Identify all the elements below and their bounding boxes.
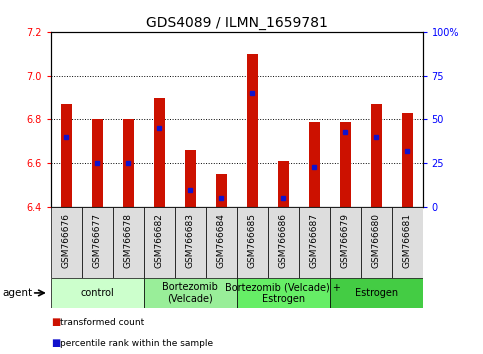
Bar <box>154 98 165 207</box>
Text: GSM766685: GSM766685 <box>248 213 256 268</box>
Text: GSM766681: GSM766681 <box>403 213 412 268</box>
Text: GDS4089 / ILMN_1659781: GDS4089 / ILMN_1659781 <box>146 16 327 30</box>
Bar <box>309 122 320 207</box>
Bar <box>216 174 227 207</box>
Text: agent: agent <box>2 288 32 298</box>
Bar <box>237 278 330 308</box>
Text: GSM766677: GSM766677 <box>93 213 102 268</box>
Bar <box>278 161 288 207</box>
Text: GSM766683: GSM766683 <box>185 213 195 268</box>
Text: GSM766676: GSM766676 <box>62 213 71 268</box>
Text: GSM766684: GSM766684 <box>217 213 226 268</box>
Bar <box>185 150 196 207</box>
Bar <box>237 207 268 278</box>
Text: transformed count: transformed count <box>60 318 144 327</box>
Bar <box>247 54 257 207</box>
Bar <box>82 207 113 278</box>
Bar <box>144 278 237 308</box>
Bar <box>175 207 206 278</box>
Bar <box>402 113 412 207</box>
Text: GSM766687: GSM766687 <box>310 213 319 268</box>
Text: control: control <box>80 288 114 298</box>
Text: GSM766680: GSM766680 <box>371 213 381 268</box>
Bar <box>329 278 423 308</box>
Bar <box>206 207 237 278</box>
Bar <box>144 207 175 278</box>
Bar <box>51 207 82 278</box>
Text: ■: ■ <box>51 317 60 327</box>
Text: GSM766682: GSM766682 <box>155 213 164 268</box>
Text: Estrogen: Estrogen <box>355 288 398 298</box>
Text: GSM766678: GSM766678 <box>124 213 133 268</box>
Bar <box>268 207 298 278</box>
Bar <box>123 120 134 207</box>
Bar <box>392 207 423 278</box>
Bar <box>361 207 392 278</box>
Bar <box>298 207 329 278</box>
Bar <box>51 278 144 308</box>
Bar <box>61 104 71 207</box>
Bar <box>92 120 102 207</box>
Bar <box>113 207 144 278</box>
Text: percentile rank within the sample: percentile rank within the sample <box>60 339 213 348</box>
Bar <box>340 122 351 207</box>
Text: Bortezomib (Velcade) +
Estrogen: Bortezomib (Velcade) + Estrogen <box>225 282 341 304</box>
Text: GSM766679: GSM766679 <box>341 213 350 268</box>
Text: Bortezomib
(Velcade): Bortezomib (Velcade) <box>162 282 218 304</box>
Bar <box>371 104 382 207</box>
Text: GSM766686: GSM766686 <box>279 213 288 268</box>
Text: ■: ■ <box>51 338 60 348</box>
Bar <box>329 207 361 278</box>
